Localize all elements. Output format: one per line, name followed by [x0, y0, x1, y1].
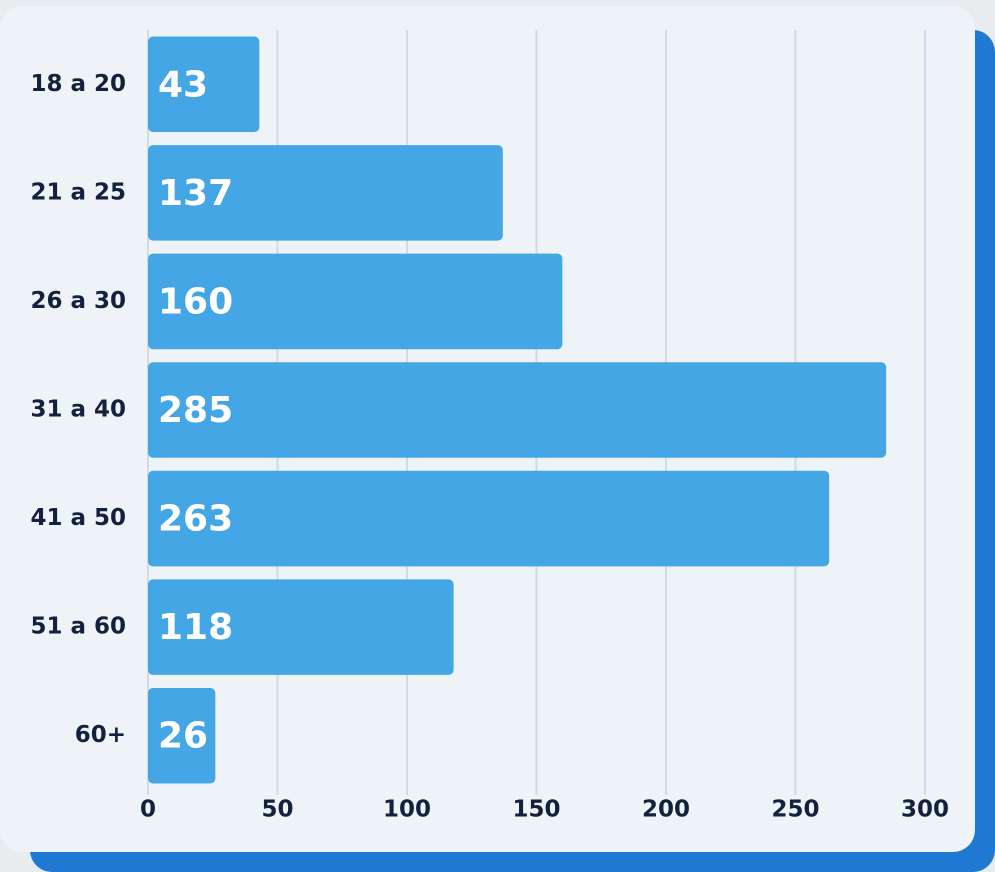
bar: [148, 471, 829, 567]
y-tick-label: 51 a 60: [30, 614, 126, 640]
y-tick-label: 26 a 30: [30, 288, 126, 314]
value-label: 26: [158, 716, 208, 757]
value-label: 285: [158, 390, 233, 431]
x-tick-label: 250: [771, 797, 819, 823]
y-tick-label: 41 a 50: [30, 505, 126, 531]
value-label: 118: [158, 607, 233, 648]
value-label: 263: [158, 499, 233, 540]
chart: 0 50 100 150 200 250 300 18 a 20 43 21 a 25 137 26 …: [0, 0, 995, 872]
x-tick-label: 300: [901, 797, 949, 823]
y-tick-label: 31 a 40: [30, 397, 126, 423]
y-tick-label: 60+: [75, 722, 126, 748]
y-tick-label: 21 a 25: [30, 179, 126, 205]
bar: [148, 362, 886, 458]
y-tick-label: 18 a 20: [30, 71, 126, 97]
x-tick-label: 0: [140, 797, 156, 823]
page: 0 50 100 150 200 250 300 18 a 20 43 21 a 25 137 26 …: [0, 0, 995, 872]
value-label: 137: [158, 173, 233, 214]
x-tick-label: 100: [383, 797, 431, 823]
x-tick-label: 200: [642, 797, 690, 823]
value-label: 160: [158, 281, 233, 322]
value-label: 43: [158, 64, 208, 105]
x-tick-label: 50: [261, 797, 293, 823]
x-tick-label: 150: [512, 797, 560, 823]
